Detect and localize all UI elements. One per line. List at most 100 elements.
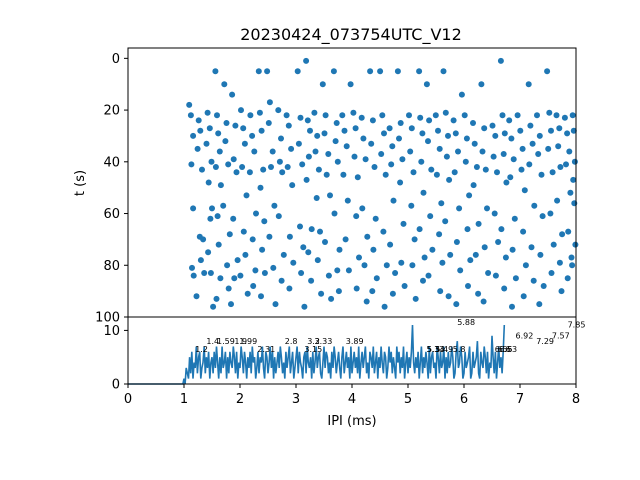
scatter-point bbox=[383, 262, 390, 269]
scatter-point bbox=[225, 285, 232, 292]
scatter-point bbox=[500, 151, 507, 157]
scatter-point bbox=[332, 138, 339, 145]
scatter-point bbox=[275, 107, 282, 114]
scatter-point bbox=[217, 275, 224, 282]
scatter-point bbox=[446, 176, 453, 183]
scatter-point bbox=[491, 210, 498, 217]
scatter-point bbox=[223, 120, 230, 126]
scatter-point bbox=[530, 277, 537, 284]
scatter-point bbox=[440, 68, 447, 75]
scatter-point bbox=[240, 125, 247, 132]
scatter-point bbox=[518, 166, 525, 173]
histogram-peak-label: 5.34 bbox=[427, 345, 445, 354]
scatter-point bbox=[458, 91, 465, 98]
scatter-point bbox=[369, 117, 376, 124]
scatter-point bbox=[361, 262, 368, 269]
scatter-point bbox=[399, 156, 406, 163]
scatter-point bbox=[197, 257, 204, 264]
scatter-point bbox=[238, 107, 244, 114]
scatter-point bbox=[372, 215, 379, 222]
scatter-y-tick-label: 0 bbox=[112, 52, 120, 67]
scatter-point bbox=[443, 153, 450, 160]
scatter-point bbox=[484, 205, 490, 212]
scatter-point bbox=[492, 132, 499, 139]
scatter-point bbox=[354, 174, 361, 181]
scatter-point bbox=[536, 132, 543, 139]
scatter-point bbox=[445, 132, 451, 139]
scatter-point bbox=[257, 184, 264, 191]
scatter-point bbox=[249, 236, 256, 243]
scatter-y-tick-label: 100 bbox=[95, 311, 120, 326]
scatter-point bbox=[548, 127, 554, 134]
scatter-point bbox=[368, 140, 375, 147]
scatter-point bbox=[220, 202, 227, 209]
scatter-point bbox=[190, 132, 197, 139]
scatter-y-tick-label: 40 bbox=[103, 155, 120, 170]
histogram-line bbox=[128, 324, 506, 385]
scatter-point bbox=[195, 117, 202, 124]
scatter-point bbox=[481, 125, 488, 132]
scatter-point bbox=[323, 171, 330, 178]
scatter-y-axis-label: t (s) bbox=[73, 170, 88, 196]
scatter-point bbox=[189, 264, 195, 271]
histogram-x-tick-label: 0 bbox=[124, 392, 132, 407]
scatter-point bbox=[408, 202, 415, 209]
scatter-point bbox=[210, 303, 217, 310]
scatter-point bbox=[475, 220, 482, 227]
scatter-point bbox=[550, 241, 557, 248]
scatter-point bbox=[205, 179, 212, 186]
scatter-point bbox=[289, 182, 296, 189]
scatter-point bbox=[321, 130, 328, 137]
scatter-point bbox=[565, 228, 572, 235]
scatter-point bbox=[319, 81, 326, 88]
scatter-point bbox=[419, 130, 426, 137]
scatter-point bbox=[311, 109, 318, 116]
histogram-peak-label: 2.31 bbox=[257, 345, 275, 354]
scatter-point bbox=[510, 156, 517, 163]
scatter-point bbox=[527, 122, 534, 129]
scatter-point bbox=[420, 277, 426, 284]
histogram-x-tick-label: 3 bbox=[292, 392, 300, 407]
scatter-point bbox=[522, 262, 529, 269]
scatter-point bbox=[269, 148, 276, 155]
scatter-point bbox=[479, 148, 486, 155]
scatter-point bbox=[390, 197, 397, 204]
scatter-point bbox=[388, 161, 395, 168]
scatter-point bbox=[333, 120, 340, 126]
scatter-point bbox=[295, 140, 302, 147]
scatter-point bbox=[303, 57, 310, 64]
scatter-point bbox=[425, 138, 431, 145]
scatter-point bbox=[353, 213, 360, 220]
scatter-point bbox=[187, 112, 194, 119]
scatter-point bbox=[299, 161, 306, 168]
scatter-point bbox=[237, 272, 244, 279]
scatter-point bbox=[347, 81, 354, 88]
histogram-peak-label: 5.49 bbox=[435, 345, 453, 354]
scatter-point bbox=[314, 257, 321, 264]
scatter-point bbox=[221, 81, 228, 88]
scatter-point bbox=[557, 164, 564, 170]
scatter-point bbox=[308, 226, 315, 233]
scatter-point bbox=[410, 169, 417, 176]
scatter-point bbox=[455, 148, 461, 155]
scatter-point bbox=[520, 293, 527, 300]
scatter-point bbox=[556, 259, 563, 266]
scatter-point bbox=[353, 285, 360, 292]
scatter-point bbox=[411, 236, 418, 243]
scatter-point bbox=[364, 233, 371, 240]
scatter-point bbox=[501, 130, 508, 137]
scatter-point bbox=[356, 254, 362, 261]
scatter-point bbox=[275, 213, 282, 220]
scatter-point bbox=[564, 130, 571, 137]
scatter-point bbox=[276, 158, 283, 165]
scatter-y-tick-label: 60 bbox=[103, 207, 120, 222]
histogram-x-tick-label: 1 bbox=[180, 392, 188, 407]
scatter-point bbox=[433, 171, 440, 178]
scatter-point bbox=[497, 57, 504, 64]
scatter-point bbox=[212, 164, 219, 170]
scatter-point bbox=[409, 262, 416, 269]
scatter-point bbox=[280, 251, 287, 258]
scatter-point bbox=[417, 114, 424, 121]
histogram-x-tick-label: 4 bbox=[348, 392, 356, 407]
